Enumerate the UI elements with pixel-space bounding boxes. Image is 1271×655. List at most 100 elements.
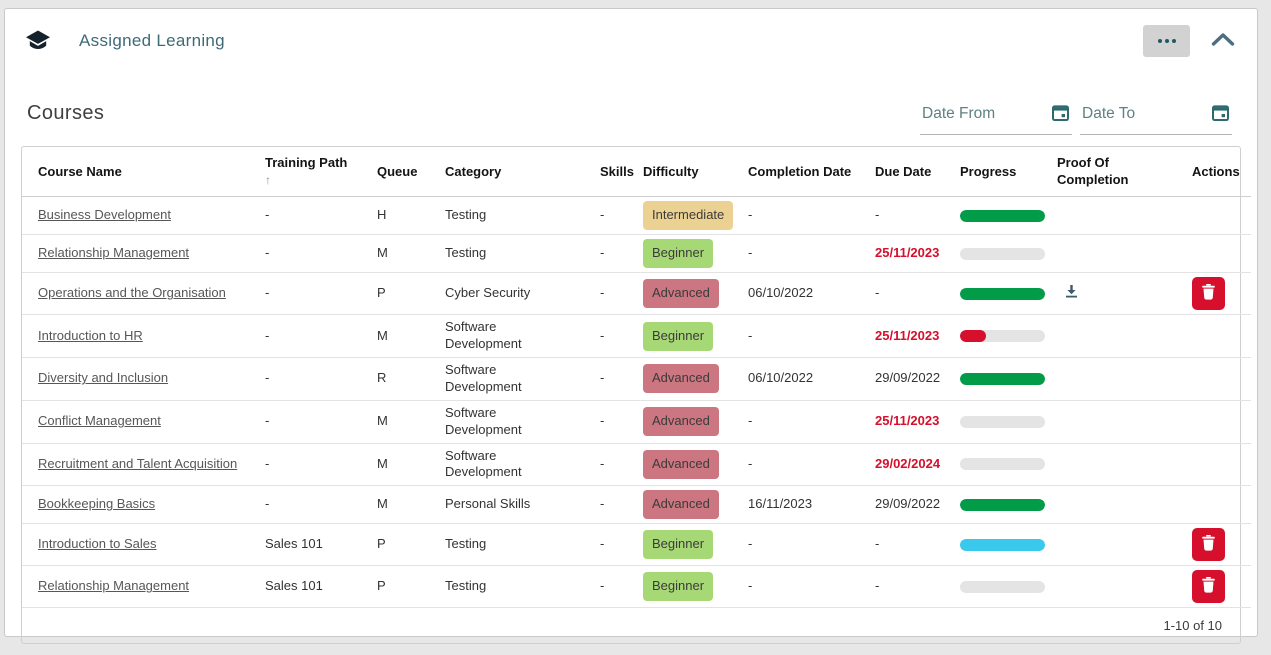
- delete-course-button[interactable]: [1192, 570, 1225, 604]
- table-row: Business Development - H Testing - Inter…: [22, 196, 1251, 236]
- assigned-learning-card: Assigned Learning Courses Date From: [4, 8, 1258, 645]
- completion-date-value: -: [748, 327, 753, 343]
- progress-fill: [960, 498, 1045, 511]
- skills-value: -: [600, 536, 605, 552]
- progress-bar: [960, 580, 1045, 593]
- calendar-icon: [1211, 103, 1230, 125]
- difficulty-badge: Advanced: [643, 279, 719, 309]
- download-icon: [1063, 283, 1080, 303]
- course-link[interactable]: Business Development: [38, 207, 171, 223]
- more-options-button[interactable]: [1143, 24, 1190, 57]
- table-row: Relationship Management - M Testing - Be…: [22, 234, 1251, 274]
- category-value: Software Development: [445, 447, 522, 480]
- training-path-value: -: [265, 456, 270, 472]
- skills-value: -: [600, 285, 605, 301]
- trash-icon: [1200, 576, 1217, 597]
- section-row: Courses Date From Date To: [5, 57, 1257, 135]
- category-value: Software Development: [445, 404, 522, 437]
- date-to-calendar-button[interactable]: [1211, 103, 1230, 125]
- skills-value: -: [600, 327, 605, 343]
- course-link[interactable]: Operations and the Organisation: [38, 285, 226, 301]
- date-from-field[interactable]: Date From: [920, 103, 1072, 135]
- course-link[interactable]: Conflict Management: [38, 413, 161, 429]
- skills-value: -: [600, 456, 605, 472]
- date-from-calendar-button[interactable]: [1051, 103, 1070, 125]
- table-row: Relationship Management Sales 101 P Test…: [22, 565, 1251, 609]
- completion-date-value: -: [748, 207, 753, 223]
- due-date-value: -: [875, 207, 880, 223]
- trash-icon: [1200, 283, 1217, 304]
- progress-fill: [960, 287, 1045, 300]
- courses-table: Course Name Training Path ↑ Queue Catego…: [21, 146, 1251, 645]
- completion-date-value: -: [748, 413, 753, 429]
- download-proof-button[interactable]: [1063, 283, 1080, 303]
- difficulty-badge: Advanced: [643, 490, 719, 520]
- graduation-cap-icon: [25, 29, 51, 53]
- category-value: Personal Skills: [445, 496, 531, 512]
- difficulty-badge: Beginner: [643, 530, 714, 560]
- training-path-value: -: [265, 496, 270, 512]
- page-title: Assigned Learning: [79, 30, 225, 50]
- date-to-field[interactable]: Date To: [1080, 103, 1232, 135]
- category-value: Testing: [445, 536, 487, 552]
- queue-value: P: [377, 285, 386, 301]
- completion-date-value: -: [748, 456, 753, 472]
- progress-fill: [960, 372, 1045, 385]
- skills-value: -: [600, 496, 605, 512]
- difficulty-badge: Beginner: [643, 572, 714, 602]
- queue-value: P: [377, 578, 386, 594]
- queue-value: M: [377, 245, 388, 261]
- delete-course-button[interactable]: [1192, 528, 1225, 562]
- column-header-course-name: Course Name: [22, 147, 265, 198]
- table-header-row: Course Name Training Path ↑ Queue Catego…: [22, 147, 1251, 198]
- date-filters: Date From Date To: [920, 103, 1232, 135]
- progress-bar: [960, 498, 1045, 511]
- course-link[interactable]: Introduction to Sales: [38, 536, 157, 552]
- progress-fill: [960, 538, 1045, 551]
- training-path-value: -: [265, 413, 270, 429]
- training-path-value: Sales 101: [265, 536, 323, 552]
- skills-value: -: [600, 370, 605, 386]
- completion-date-value: -: [748, 536, 753, 552]
- due-date-value: 29/02/2024: [875, 456, 941, 472]
- queue-value: P: [377, 536, 386, 552]
- completion-date-value: 06/10/2022: [748, 285, 814, 301]
- course-link[interactable]: Relationship Management: [38, 578, 190, 594]
- difficulty-badge: Advanced: [643, 407, 719, 437]
- course-link[interactable]: Diversity and Inclusion: [38, 370, 169, 386]
- due-date-value: 25/11/2023: [875, 245, 940, 261]
- trash-icon: [1200, 534, 1217, 555]
- course-link[interactable]: Recruitment and Talent Acquisition: [38, 456, 238, 472]
- completion-date-value: 06/10/2022: [748, 370, 814, 386]
- queue-value: H: [377, 207, 387, 223]
- column-header-completion-date: Completion Date: [748, 147, 875, 198]
- training-path-value: -: [265, 285, 270, 301]
- column-header-skills: Skills: [600, 147, 643, 198]
- course-link[interactable]: Relationship Management: [38, 245, 190, 261]
- card-header: Assigned Learning: [5, 9, 1257, 57]
- date-from-placeholder: Date From: [922, 105, 996, 122]
- difficulty-badge: Advanced: [643, 450, 719, 479]
- course-link[interactable]: Introduction to HR: [38, 327, 143, 343]
- category-value: Software Development: [445, 362, 522, 394]
- difficulty-badge: Beginner: [643, 239, 714, 269]
- date-to-placeholder: Date To: [1082, 105, 1136, 122]
- collapse-panel-button[interactable]: [1209, 30, 1237, 52]
- due-date-value: 25/11/2023: [875, 413, 940, 429]
- column-header-training-path[interactable]: Training Path ↑: [265, 147, 377, 198]
- skills-value: -: [600, 207, 605, 223]
- table-row: Conflict Management - M Software Develop…: [22, 400, 1251, 444]
- skills-value: -: [600, 413, 605, 429]
- category-value: Cyber Security: [445, 285, 531, 301]
- difficulty-badge: Intermediate: [643, 201, 734, 231]
- course-link[interactable]: Bookkeeping Basics: [38, 496, 156, 512]
- progress-bar: [960, 415, 1045, 428]
- category-value: Testing: [445, 245, 487, 261]
- progress-bar: [960, 372, 1045, 385]
- training-path-value: -: [265, 207, 270, 223]
- table-row: Introduction to Sales Sales 101 P Testin…: [22, 523, 1251, 567]
- due-date-value: -: [875, 285, 880, 301]
- delete-course-button[interactable]: [1192, 277, 1225, 311]
- column-label: Training Path: [265, 155, 348, 170]
- queue-value: M: [377, 496, 388, 512]
